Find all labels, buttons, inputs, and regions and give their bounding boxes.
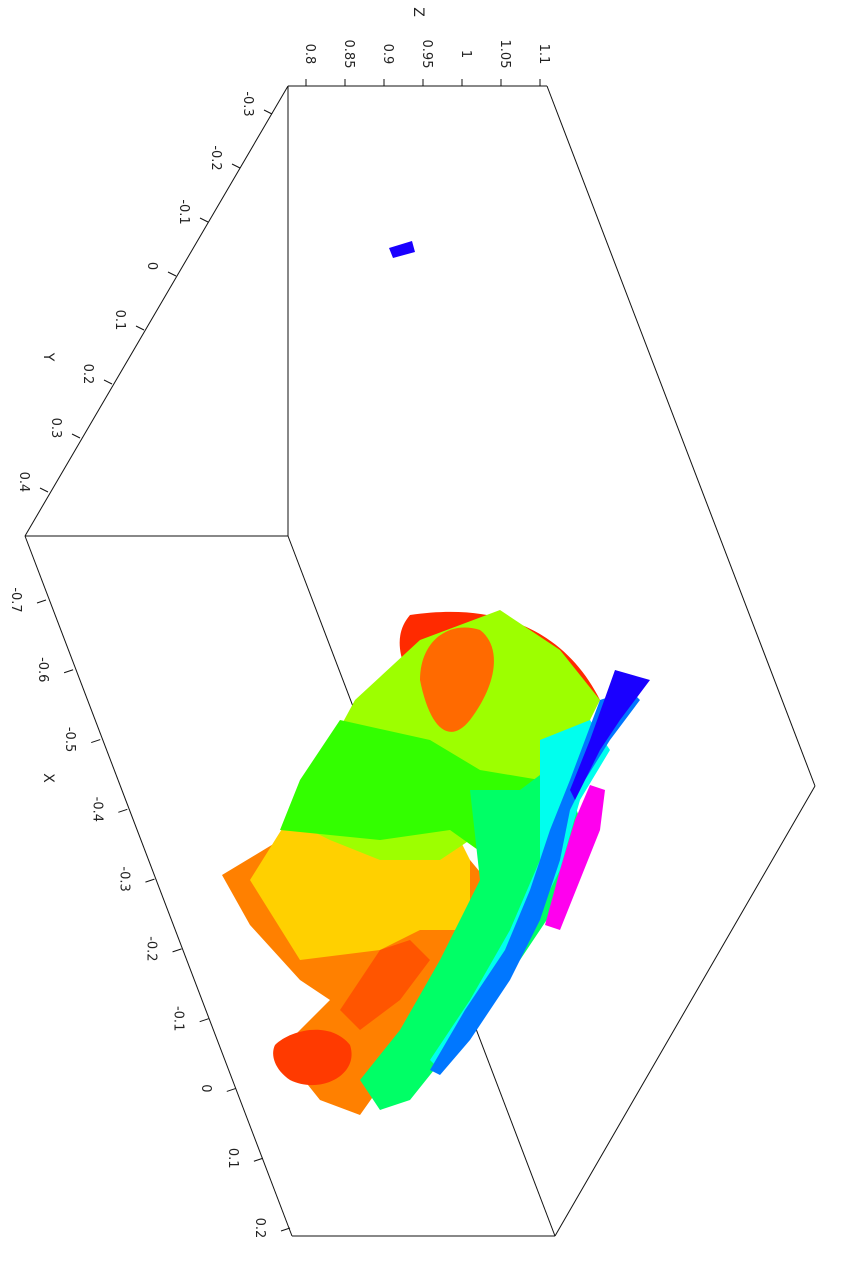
point-region-5	[360, 760, 580, 1110]
y-tick-mark	[135, 325, 145, 331]
y-tick-label: 0.4	[16, 472, 31, 493]
y-tick-label: 0.3	[48, 418, 63, 439]
z-axis: 0.8 0.85 0.9 0.95 1 1.05 1.1	[302, 40, 551, 86]
x-tick-label: -0.2	[144, 936, 159, 961]
x-tick-label: -0.1	[171, 1006, 186, 1031]
y-tick-mark	[263, 109, 273, 115]
x-tick-label: 0.2	[252, 1218, 267, 1239]
x-tick-mark	[36, 599, 47, 604]
y-tick-label: -0.2	[208, 145, 223, 170]
x-tick-mark	[280, 1227, 291, 1232]
z-tick-label: 1	[458, 50, 473, 58]
x-tick-mark	[253, 1157, 264, 1162]
box-edge-bottom-right	[554, 785, 816, 1237]
point-region-bump-bottom	[273, 1029, 352, 1086]
y-tick-label: 0	[144, 262, 159, 270]
point-region-bump-top	[420, 627, 494, 732]
x-tick-mark	[118, 808, 128, 813]
x-tick-label: -0.3	[116, 866, 131, 891]
z-tick-label: 0.8	[302, 44, 317, 65]
z-tick-label: 1.05	[497, 40, 512, 69]
box-edge-top-left	[24, 85, 289, 537]
z-axis-label: Z	[410, 7, 426, 17]
y-axis: -0.3 -0.2 -0.1 0 0.1 0.2 0.3 0.4	[16, 91, 273, 493]
y-axis-label: Y	[40, 352, 56, 362]
point-region-ridge	[340, 940, 430, 1030]
y-tick-mark	[167, 271, 177, 277]
x-tick-mark	[172, 948, 182, 953]
x-tick-label: -0.4	[89, 797, 104, 822]
x-tick-label: -0.5	[62, 727, 77, 752]
x-tick-label: -0.6	[35, 657, 50, 682]
point-region-7	[430, 690, 640, 1075]
x-tick-mark	[226, 1087, 236, 1092]
x-axis: -0.7 -0.6 -0.5 -0.4 -0.3 -0.2 -0.1 0 0.1 0.2	[8, 587, 291, 1239]
x-tick-mark	[145, 878, 155, 883]
y-tick-mark	[103, 379, 113, 385]
y-tick-mark	[231, 163, 241, 169]
z-tick-label: 1.1	[536, 44, 551, 65]
x-tick-mark	[199, 1018, 209, 1023]
box-edge-left-diag	[24, 535, 293, 1237]
y-tick-label: 0.2	[80, 364, 95, 385]
point-region-9	[545, 785, 605, 930]
z-tick-label: 0.85	[341, 40, 356, 69]
y-tick-mark	[71, 433, 81, 439]
y-tick-label: -0.3	[240, 91, 255, 116]
x-tick-label: 0.1	[225, 1148, 240, 1169]
y-tick-mark	[199, 217, 209, 223]
x-tick-mark	[63, 669, 74, 674]
x-tick-label: -0.7	[8, 587, 23, 612]
y-tick-mark	[39, 487, 49, 493]
box-edge-right-diag	[546, 85, 816, 787]
z-tick-label: 0.95	[419, 40, 434, 69]
x-tick-label: 0	[198, 1084, 213, 1092]
x-axis-label: X	[40, 773, 56, 783]
point-cloud	[222, 241, 650, 1115]
z-tick-label: 0.9	[380, 44, 395, 65]
x-tick-mark	[91, 739, 101, 744]
y-tick-label: -0.1	[176, 199, 191, 224]
y-tick-label: 0.1	[112, 310, 127, 331]
